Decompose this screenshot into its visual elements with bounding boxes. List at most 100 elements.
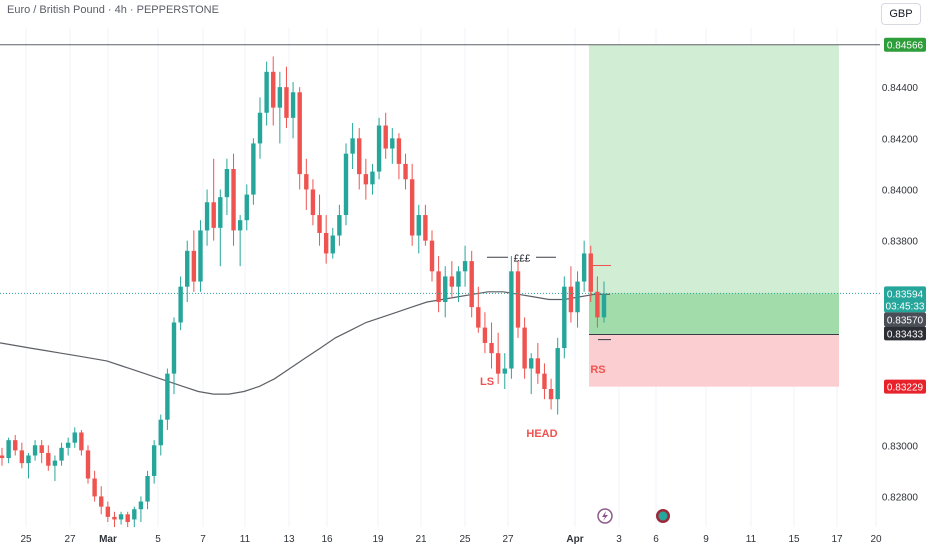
candle-body (185, 250, 190, 287)
candle-body (429, 240, 435, 272)
candle-body (13, 440, 18, 451)
candle-body (32, 445, 38, 456)
candle-body (112, 516, 117, 520)
x-tick-label: 27 (502, 534, 514, 545)
x-tick-label: 11 (746, 534, 757, 545)
x-tick-label: Apr (566, 534, 583, 545)
event-flash-icon[interactable] (597, 508, 613, 524)
candle-body (542, 373, 547, 389)
candle-body (502, 368, 507, 374)
candle-body (323, 232, 329, 254)
y-tick-label: 0.84400 (882, 83, 919, 94)
candle-body (522, 327, 527, 369)
head-label: HEAD (526, 428, 557, 440)
candle-body (72, 432, 77, 443)
x-tick-label: 5 (155, 534, 161, 545)
candle-body (271, 71, 276, 108)
candle-body (85, 450, 91, 479)
candle-body (0, 455, 5, 459)
candle-body (204, 202, 210, 231)
event-earnings-icon[interactable] (656, 509, 670, 523)
candle-body (343, 153, 349, 216)
candle-body (595, 291, 600, 318)
candle-body (568, 286, 574, 313)
candle-body (118, 514, 124, 520)
candle-body (151, 445, 157, 476)
candle-body (198, 230, 203, 282)
candle-body (65, 442, 71, 448)
candle-body (330, 235, 335, 254)
current-price-tag-bg (884, 286, 926, 313)
candle-body (178, 286, 183, 323)
candle-body (171, 322, 177, 374)
currency-button[interactable]: GBP (881, 3, 921, 25)
candle-body (158, 419, 163, 446)
current-price-tag: 0.83594 (887, 289, 924, 300)
candle-body (59, 447, 64, 461)
candle-body (357, 138, 362, 175)
candle-body (469, 261, 474, 308)
x-tick-label: 15 (788, 534, 800, 545)
y-tick-label: 0.83800 (882, 237, 919, 248)
candle-body (264, 71, 269, 113)
x-tick-label: 20 (870, 534, 882, 545)
y-tick-label: 0.82800 (882, 492, 919, 503)
candle-body (304, 174, 309, 190)
candle-body (105, 506, 111, 517)
candle-body (350, 138, 355, 154)
entry-price-tag: 0.83570 (887, 315, 924, 326)
candle-body (515, 271, 521, 328)
candle-body (575, 281, 580, 313)
candle-body (297, 92, 302, 175)
candle-body (363, 174, 369, 185)
candle-body (337, 215, 342, 236)
candle-body (79, 432, 84, 451)
candle-body (489, 342, 494, 354)
x-tick-label: 25 (20, 534, 32, 545)
candle-body (277, 87, 283, 108)
candle-body (237, 220, 243, 231)
candle-body (19, 450, 25, 464)
y-tick-label: 0.84200 (882, 134, 919, 145)
candle-body (456, 271, 461, 287)
level-price-tag: 0.83433 (887, 329, 924, 340)
candle-body (396, 138, 402, 164)
y-tick-label: 0.83000 (882, 441, 919, 452)
candle-body (588, 253, 593, 292)
candle-body (562, 286, 567, 349)
candle-body (436, 271, 441, 303)
candle-body (409, 179, 415, 236)
candle-body (581, 253, 587, 282)
liquidity-label: £££ (514, 253, 531, 264)
candle-body (132, 509, 137, 520)
candle-body (383, 125, 388, 149)
candle-body (390, 138, 395, 149)
candle-body (443, 276, 448, 303)
x-tick-label: 27 (64, 534, 76, 545)
x-tick-label: 11 (240, 534, 251, 545)
flash-glyph (602, 511, 608, 521)
level-price-tag-bg (884, 326, 926, 341)
candle-body (482, 327, 488, 343)
candle-body (535, 358, 541, 374)
candle-body (99, 496, 104, 507)
candle-body (376, 125, 382, 172)
candle-body (529, 358, 534, 369)
candle-body (6, 440, 11, 459)
candle-body (52, 460, 58, 466)
right-shoulder-label: RS (590, 364, 605, 376)
candle-body (191, 250, 197, 282)
target-price-tag-bg (884, 37, 926, 52)
candle-body (476, 307, 481, 328)
x-tick-label: 13 (283, 534, 295, 545)
candle-body (26, 455, 31, 464)
profit-zone-filled (589, 293, 839, 335)
moving-average-line (0, 291, 610, 395)
candle-body (416, 215, 421, 236)
x-tick-label: 16 (321, 534, 333, 545)
candle-body (224, 169, 230, 198)
candle-body (145, 475, 150, 502)
candle-body (462, 261, 468, 272)
candle-body (601, 294, 607, 318)
